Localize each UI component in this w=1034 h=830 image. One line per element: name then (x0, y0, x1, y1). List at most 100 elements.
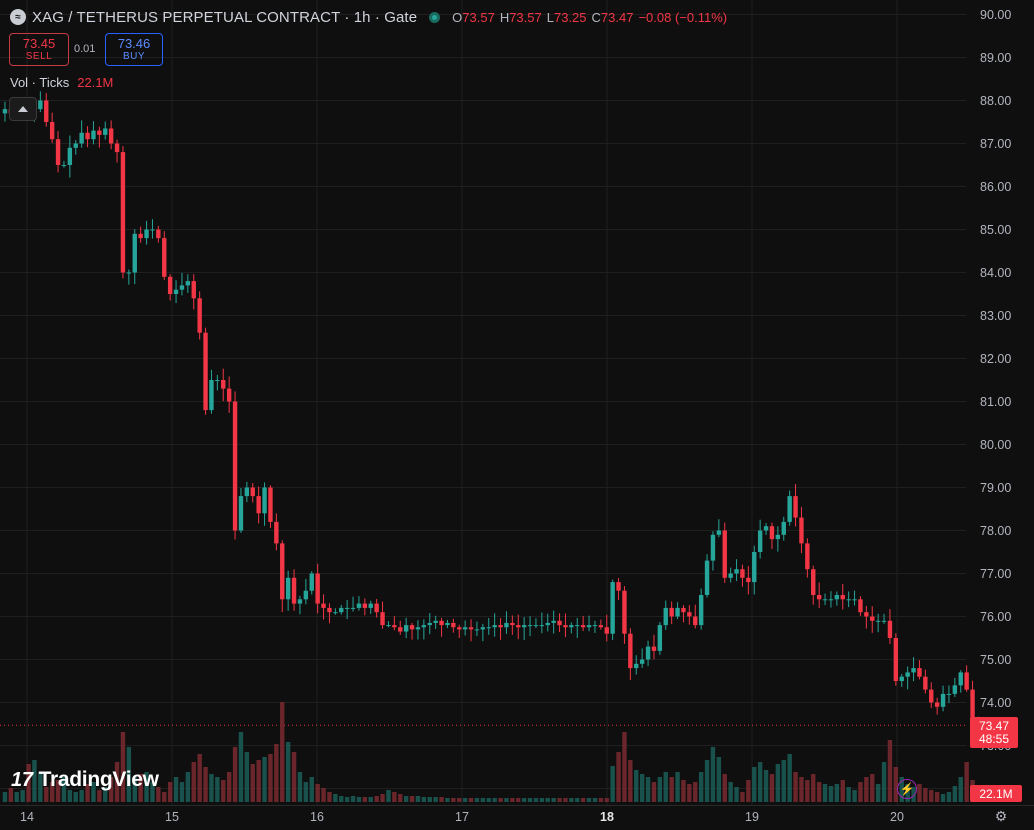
candle-body (73, 143, 78, 148)
volume-bar (752, 767, 757, 802)
candle-body (905, 672, 910, 677)
volume-bar (616, 752, 621, 802)
tradingview-logo-icon: 17 (11, 768, 33, 791)
candle-body (498, 625, 503, 628)
volume-bar (592, 798, 598, 802)
candle-body (462, 627, 468, 630)
candle-body (386, 625, 391, 627)
volume-bar (722, 774, 727, 802)
volume-bar (492, 798, 497, 802)
candle-body (2, 109, 8, 114)
volume-bar (55, 780, 61, 802)
volume-bar (191, 762, 196, 802)
tradingview-logo[interactable]: 17 TradingView (11, 768, 159, 792)
volume-bar (639, 774, 645, 802)
price-tick-label: 82.00 (980, 352, 1011, 366)
candle-body (533, 625, 539, 627)
candle-body (38, 100, 43, 110)
candle-body (592, 625, 598, 627)
candle-body (958, 672, 963, 686)
volume-bar (634, 770, 639, 802)
volume-bar (934, 792, 940, 802)
volume-bar (852, 790, 857, 802)
candle-body (811, 569, 816, 595)
candle-body (580, 625, 586, 628)
candle-body (793, 496, 798, 518)
candle-body (763, 526, 769, 531)
volume-bar (516, 798, 521, 802)
time-tick-label: 18 (600, 810, 614, 824)
volume-bar (138, 774, 143, 802)
candle-body (557, 620, 562, 626)
volume-bar (215, 777, 220, 802)
volume-bar (521, 798, 527, 802)
candle-body (262, 487, 267, 514)
gear-icon[interactable]: ⚙ (994, 807, 1008, 824)
candle-body (114, 143, 120, 153)
price-tick-label: 85.00 (980, 223, 1011, 237)
candle-body (156, 229, 161, 239)
candle-body (616, 582, 621, 591)
candle-body (852, 599, 857, 601)
volume-bar (297, 772, 303, 802)
candle-body (799, 517, 804, 544)
candle-body (486, 627, 491, 629)
volume-bar (303, 782, 309, 802)
volume-bar (580, 798, 586, 802)
volume-bar (433, 797, 438, 802)
volume-bar (167, 782, 173, 802)
volume-bar (61, 777, 67, 802)
price-tick-label: 75.00 (980, 653, 1011, 667)
volume-bar (380, 794, 385, 802)
volume-bar (439, 797, 444, 802)
volume-bar (840, 780, 845, 802)
candle-body (297, 599, 303, 604)
candle-body (321, 603, 326, 608)
symbol-title[interactable]: XAG / TETHERUS PERPETUAL CONTRACT · 1h ·… (32, 8, 418, 26)
candle-body (421, 625, 427, 628)
price-tick-label: 77.00 (980, 567, 1011, 581)
volume-bar (486, 798, 491, 802)
candle-body (398, 627, 403, 632)
candle-body (167, 276, 173, 294)
silver-coin-icon[interactable]: ≈ (10, 9, 26, 25)
volume-bar (563, 798, 568, 802)
volume-bar (787, 754, 792, 802)
volume-bar (657, 777, 663, 802)
volume-bar (344, 797, 350, 802)
candle-body (569, 625, 574, 628)
time-axis: 14 15 16 17 18 19 20 (20, 810, 904, 824)
candle-body (657, 625, 663, 651)
candle-body (911, 668, 916, 673)
candle-body (61, 165, 67, 166)
candle-body (734, 569, 739, 574)
buy-button[interactable]: 73.46 BUY (105, 33, 163, 66)
price-tick-label: 87.00 (980, 137, 1011, 151)
volume-bar (734, 787, 739, 802)
candle-body (468, 627, 474, 630)
candle-body (203, 332, 208, 411)
volume-bar (746, 780, 751, 802)
candle-body (150, 229, 155, 231)
collapse-legend-button[interactable] (9, 97, 37, 121)
volume-bar (864, 777, 869, 802)
volume-legend[interactable]: Vol · Ticks 22.1M (10, 75, 113, 90)
chart-grid (0, 0, 1034, 806)
volume-bar (350, 796, 356, 802)
candle-body (238, 496, 244, 531)
candle-body (816, 595, 822, 600)
candle-body (586, 625, 592, 628)
volume-bar (132, 777, 137, 802)
volume-bars (2, 702, 981, 802)
sell-button[interactable]: 73.45 SELL (9, 33, 69, 66)
volume-bar (510, 798, 515, 802)
candle-body (704, 560, 710, 595)
candle-body (409, 625, 415, 630)
volume-bar (811, 774, 816, 802)
candle-body (610, 582, 615, 634)
candle-body (946, 693, 952, 695)
volume-bar (179, 782, 185, 802)
volume-bar (333, 794, 338, 802)
lightning-icon[interactable]: ⚡ (897, 779, 917, 799)
